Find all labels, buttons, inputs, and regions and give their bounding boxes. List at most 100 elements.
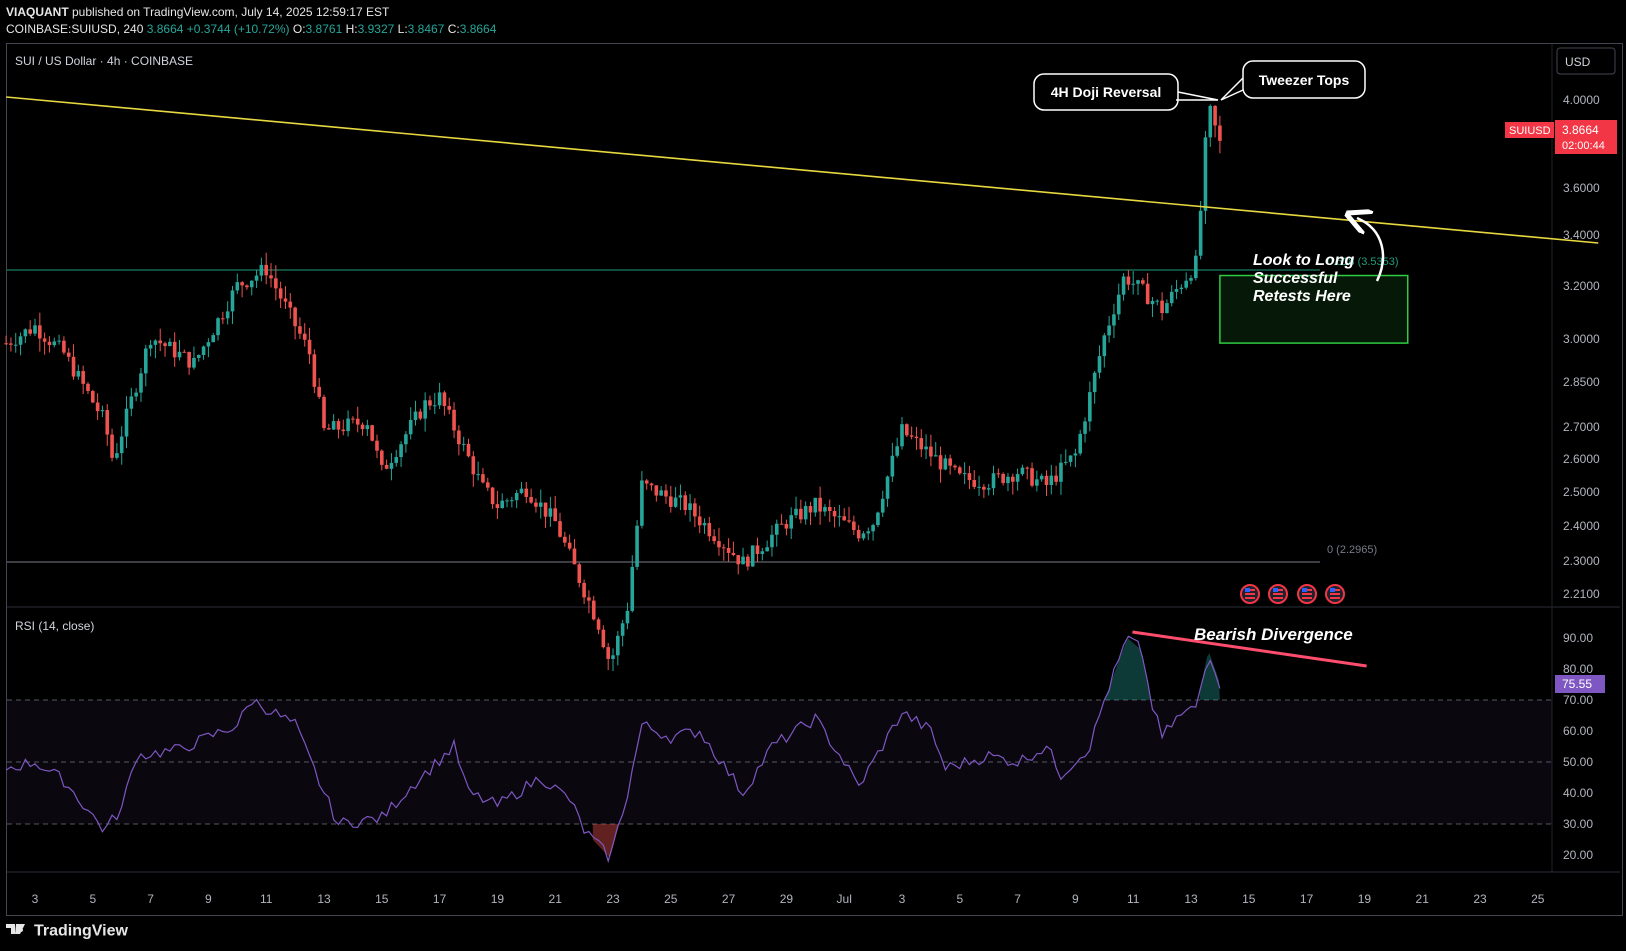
open-value: 3.8761 [305, 22, 343, 36]
time-tick-label: 27 [722, 892, 736, 906]
footer-brand[interactable]: TradingView [6, 922, 128, 941]
candle-body [490, 487, 495, 505]
candle-body [110, 434, 114, 458]
us-flag-stripe [1245, 593, 1255, 595]
rsi-overbought-fill [1199, 653, 1220, 700]
price-badge-symbol: SUIUSD [1509, 125, 1551, 137]
candle-body [616, 635, 620, 656]
rsi-tick-label: 70.00 [1563, 693, 1593, 707]
price-tick-label: 2.6000 [1563, 452, 1600, 466]
candle-body [95, 402, 100, 412]
candle-body [1203, 137, 1208, 211]
price-tick-label: 3.0000 [1563, 332, 1600, 346]
candle-body [654, 485, 659, 496]
candle-body [519, 488, 524, 493]
candle-body [914, 436, 919, 439]
candle-body [408, 420, 413, 435]
candle-body [524, 488, 529, 497]
candle-body [582, 582, 586, 598]
time-tick-label: Jul [837, 892, 852, 906]
candle-body [1150, 300, 1155, 305]
candle-body [293, 307, 297, 327]
price-badge-timer: 02:00:44 [1562, 140, 1605, 152]
candle-body [9, 343, 13, 345]
candle-body [1116, 294, 1121, 315]
candle-body [1165, 303, 1169, 314]
candle-body [625, 610, 630, 624]
candle-body [1141, 280, 1145, 284]
price-badge-value: 3.8664 [1562, 123, 1599, 137]
candle-body [394, 457, 399, 463]
candle-body [852, 521, 856, 530]
retest-arrow[interactable] [1357, 218, 1385, 282]
candle-body [1020, 467, 1025, 475]
rsi-tick-label: 60.00 [1563, 724, 1593, 738]
candle-body [1049, 475, 1054, 485]
us-flag-stripe [1330, 593, 1340, 595]
rsi-value-badge: 75.55 [1562, 677, 1592, 691]
currency-button[interactable] [1556, 47, 1616, 75]
currency-button-label: USD [1565, 55, 1591, 69]
candle-body [264, 264, 268, 276]
candle-body [38, 325, 42, 339]
last-price: 3.8664 [146, 22, 184, 36]
candle-body [370, 425, 374, 441]
descending-trendline[interactable] [6, 96, 1599, 244]
bearish-divergence-line[interactable] [1132, 630, 1367, 668]
us-flag-stripe [1273, 597, 1283, 599]
retest-zone-box[interactable] [1219, 274, 1409, 344]
candle-body [119, 436, 124, 454]
fib-0-label: 0 (2.2965) [1327, 544, 1377, 556]
candle-body [587, 597, 591, 601]
candle-body [331, 421, 336, 430]
candle-body [847, 520, 851, 522]
candle-body [1073, 453, 1078, 456]
candle-body [707, 523, 712, 537]
low-label: L: [397, 22, 408, 36]
candle-body [211, 335, 216, 343]
candle-body [249, 280, 254, 288]
candle-body [909, 435, 914, 437]
rsi-line[interactable] [5, 635, 1221, 864]
candle-body [823, 507, 827, 512]
tweezer-callout-pointer [1220, 77, 1244, 101]
candle-body [669, 496, 673, 507]
candle-body [57, 340, 61, 342]
candle-body [726, 547, 731, 553]
price-tick-label: 3.4000 [1563, 228, 1600, 242]
candle-body [606, 647, 610, 659]
publisher-name[interactable]: VIAQUANT [6, 5, 69, 19]
candle-body [1059, 462, 1063, 482]
candle-body [1097, 356, 1102, 373]
candle-body [755, 545, 760, 554]
candle-body [1208, 105, 1213, 138]
candle-body [274, 278, 278, 289]
candle-body [1131, 283, 1135, 285]
candle-body [317, 386, 321, 397]
candle-body [789, 515, 794, 529]
candle-body [803, 506, 808, 520]
candle-body [33, 325, 37, 334]
time-tick-label: 23 [1473, 892, 1487, 906]
candle-body [105, 410, 110, 435]
candle-body [481, 474, 485, 483]
time-tick-label: 25 [664, 892, 678, 906]
candle-body [399, 444, 403, 458]
tweezer-callout-box[interactable] [1242, 60, 1366, 99]
candle-body [1030, 468, 1034, 486]
candle-body [163, 343, 167, 347]
candle-body [52, 341, 57, 346]
candle-body [688, 503, 692, 511]
pane-legend: SUI / US Dollar · 4h · COINBASE [15, 54, 193, 68]
doji-callout-pointer [1176, 91, 1219, 101]
candle-body [746, 556, 750, 567]
candle-body [28, 329, 32, 334]
candle-body [115, 453, 119, 458]
candle-body [235, 282, 240, 291]
price-tick-label: 2.5000 [1563, 485, 1600, 499]
chart-header: VIAQUANT published on TradingView.com, J… [6, 4, 496, 38]
time-tick-label: 21 [1416, 892, 1430, 906]
candle-body [784, 524, 789, 529]
candle-body [558, 521, 562, 537]
